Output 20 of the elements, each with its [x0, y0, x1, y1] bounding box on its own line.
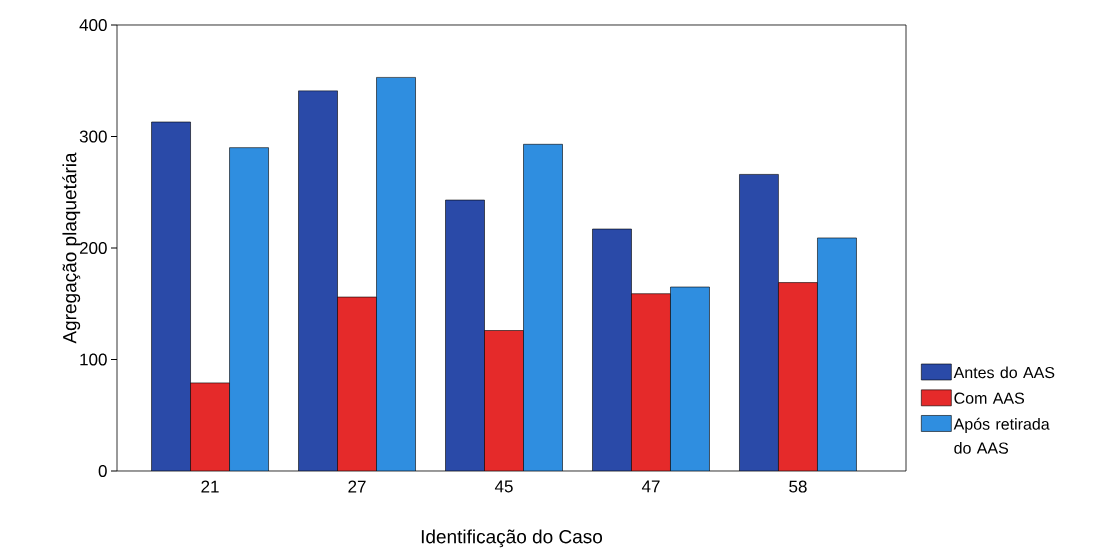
legend-label: Com AAS: [954, 392, 1025, 404]
x-axis-title: Identificação do Caso: [421, 529, 603, 548]
x-tick-label: 27: [348, 480, 366, 493]
x-tick-label: 21: [201, 480, 219, 493]
y-tick-label: 300: [79, 130, 107, 143]
y-tick-label: 200: [79, 241, 107, 255]
legend-label: Antes do AAS: [953, 366, 1055, 379]
bar: [376, 77, 416, 471]
y-axis-title: Agregação plaquetária: [62, 152, 81, 344]
bar: [817, 237, 857, 471]
bar: [523, 144, 563, 471]
x-tick-label: 58: [789, 480, 807, 493]
y-tick-label: 400: [79, 18, 107, 32]
bar: [229, 147, 269, 471]
y-tick-label: 100: [80, 353, 107, 366]
x-tick-label: 45: [494, 480, 513, 493]
legend-label: Após retirada do AAS: [953, 417, 1050, 454]
x-tick-label: 47: [641, 480, 660, 493]
y-tick-label: 0: [98, 464, 107, 478]
bar: [670, 286, 710, 471]
